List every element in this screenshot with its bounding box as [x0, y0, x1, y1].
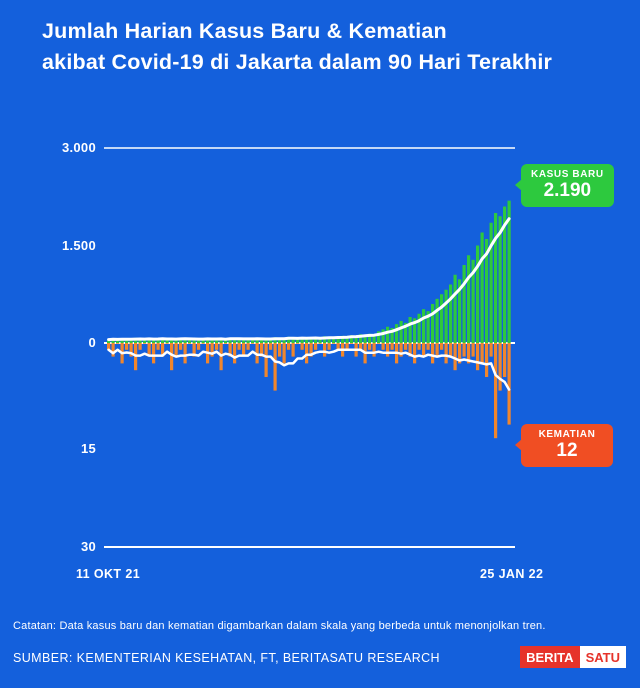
deaths-badge-value: 12: [556, 440, 578, 461]
y-axis-tick-3000: 3.000: [61, 140, 96, 155]
page-title-line1: Jumlah Harian Kasus Baru & Kematian: [42, 19, 447, 43]
x-axis-end-label: 25 JAN 22: [480, 567, 544, 581]
logo-satu: SATU: [579, 646, 626, 668]
deaths-badge-label: KEMATIAN: [538, 429, 596, 440]
footnote: Catatan: Data kasus baru dan kematian di…: [13, 620, 546, 632]
new-cases-badge: KASUS BARU 2.190: [515, 164, 614, 207]
page-title: Jumlah Harian Kasus Baru & Kematian akib…: [42, 16, 552, 77]
y-axis-tick-30: 30: [80, 539, 96, 554]
y-axis-tick-0: 0: [88, 335, 96, 350]
y-axis-tick-15: 15: [80, 441, 96, 456]
new-cases-badge-label: KASUS BARU: [531, 169, 604, 180]
source-line: SUMBER: KEMENTERIAN KESEHATAN, FT, BERIT…: [13, 651, 440, 665]
y-axis-tick-1500: 1.500: [61, 238, 96, 253]
x-axis-start-label: 11 OKT 21: [76, 567, 141, 581]
page-title-line2: akibat Covid-19 di Jakarta dalam 90 Hari…: [42, 49, 553, 74]
new-cases-badge-value: 2.190: [543, 180, 592, 201]
deaths-badge: KEMATIAN 12: [515, 424, 613, 467]
beritasatu-logo: BERITA SATU: [520, 646, 626, 668]
logo-berita: BERITA: [520, 646, 580, 668]
